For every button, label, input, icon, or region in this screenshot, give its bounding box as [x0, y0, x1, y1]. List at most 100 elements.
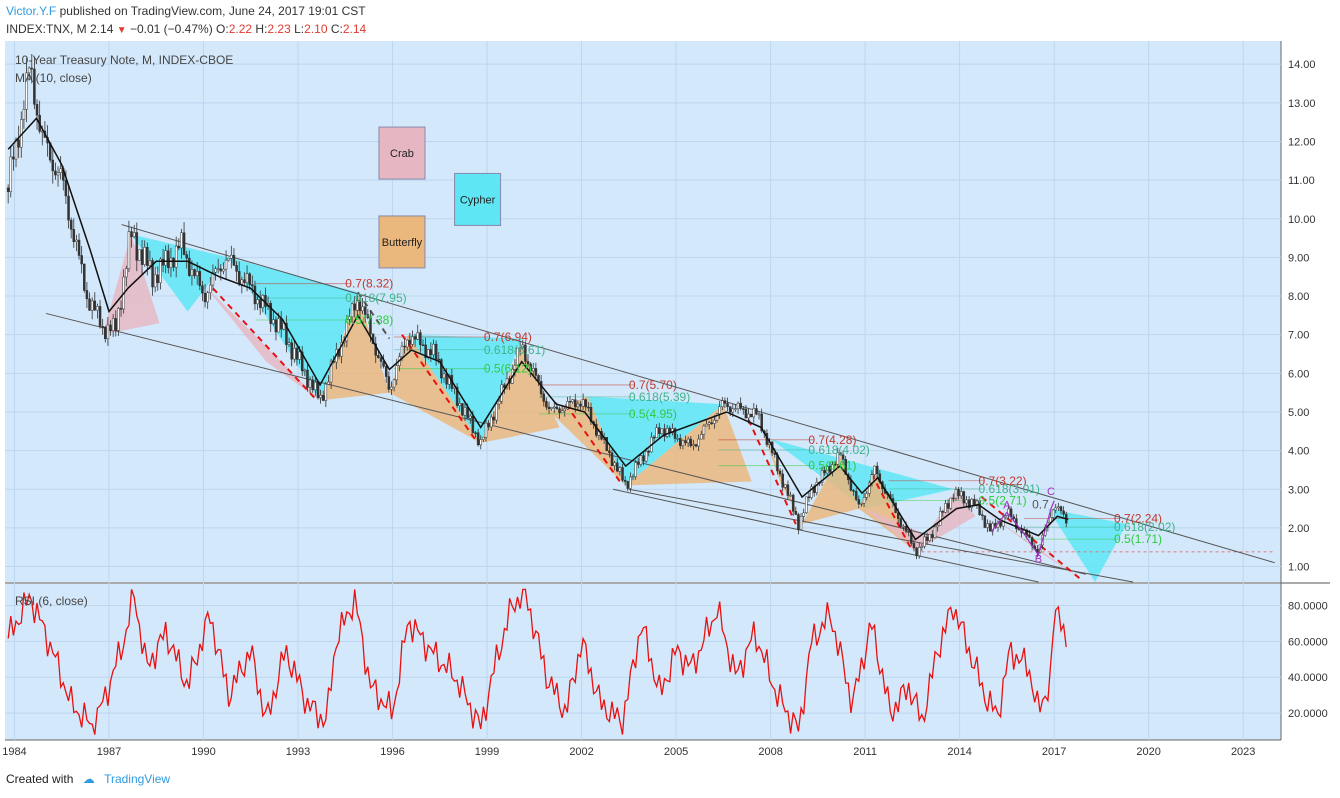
open-value: 2.22 — [228, 22, 253, 36]
fib-label: 0.5(6.12) — [484, 362, 532, 376]
time-tick-label: 2005 — [664, 746, 688, 758]
candle-body — [146, 246, 149, 266]
candle-body — [844, 459, 847, 475]
candle-body — [642, 455, 645, 462]
candle-body — [455, 386, 459, 406]
candle-body — [384, 366, 388, 377]
candle-body — [224, 259, 228, 270]
candle-body — [72, 229, 76, 242]
time-tick-label: 1993 — [286, 746, 310, 758]
candle-body — [917, 547, 921, 557]
rsi-legend: RSI (6, close) — [15, 594, 88, 608]
candle-body — [862, 497, 866, 504]
candle-body — [839, 452, 842, 456]
candle-body — [860, 502, 863, 505]
candle-body — [757, 413, 761, 416]
candle-body — [96, 306, 99, 311]
low-value: 2.10 — [304, 22, 328, 36]
down-arrow-icon: ▼ — [116, 25, 127, 36]
candle-body — [723, 400, 727, 404]
fib-labels: 0.7(8.32)0.618(7.95)0.5(7.38)0.7(6.94)0.… — [345, 277, 1175, 546]
dashed-trend-line — [357, 291, 391, 340]
candle-body — [382, 361, 385, 367]
high-value: 2.23 — [267, 22, 291, 36]
created-with-text: Created with — [6, 772, 74, 786]
candle-body — [319, 395, 322, 398]
fib-label: 0.7(5.70) — [629, 378, 677, 392]
rsi-axis-labels: 80.0000 60.0000 40.0000 20.0000 — [1288, 601, 1328, 721]
candle-body — [973, 498, 976, 505]
candle-body — [369, 317, 372, 335]
high-label: H: — [255, 22, 268, 36]
candle-body — [637, 462, 640, 465]
candle-body — [655, 427, 658, 438]
candle-body — [156, 274, 160, 284]
candle-body — [571, 399, 574, 403]
candle-body — [253, 285, 257, 305]
wave-label: B — [1035, 554, 1042, 566]
price-tick-label: 4.00 — [1288, 446, 1309, 458]
candle-body — [111, 318, 115, 332]
candle-body — [949, 497, 952, 509]
pattern-triangle — [131, 234, 229, 312]
candle-body — [545, 401, 548, 408]
candle-body — [321, 395, 325, 401]
candle-body — [547, 406, 551, 409]
candle-body — [1049, 517, 1052, 523]
candle-body — [1012, 516, 1015, 519]
candle-body — [235, 265, 238, 272]
candle-body — [589, 407, 593, 422]
fib-label: 0.618(3.01) — [979, 482, 1040, 496]
fib-label: 0.5(1.71) — [1114, 532, 1162, 546]
candle-body — [631, 476, 635, 479]
candle-body — [203, 292, 207, 303]
candle-body — [986, 523, 989, 528]
candle-body — [285, 322, 288, 345]
candle-body — [970, 498, 973, 508]
rsi-tick-label: 80.0000 — [1288, 601, 1328, 613]
candle-body — [227, 257, 230, 261]
candle-body — [251, 284, 254, 287]
close-value: 2.14 — [342, 22, 367, 36]
candle-body — [482, 437, 485, 440]
candle-body — [167, 250, 170, 269]
abc-wave-path — [990, 500, 1055, 557]
candle-body — [658, 427, 661, 434]
candle-body — [306, 369, 309, 388]
candle-body — [749, 413, 753, 418]
candle-body — [524, 344, 527, 362]
candle-body — [140, 249, 144, 265]
candle-body — [279, 318, 283, 330]
candle-body — [581, 399, 585, 407]
candle-body — [264, 295, 267, 307]
candle-body — [978, 500, 981, 515]
candle-body — [424, 344, 427, 358]
last-price: 2.14 — [90, 22, 114, 36]
candle-body — [755, 408, 758, 415]
candle-body — [652, 436, 656, 439]
chart-area[interactable]: 0.7(8.32)0.618(7.95)0.5(7.38)0.7(6.94)0.… — [0, 40, 1340, 770]
candle-body — [904, 526, 908, 532]
price-tick-label: 1.00 — [1288, 562, 1309, 574]
candle-body — [707, 422, 711, 425]
candle-body — [584, 399, 588, 408]
candle-body — [752, 408, 756, 418]
candle-body — [705, 423, 708, 427]
candle-body — [673, 428, 677, 439]
author-link[interactable]: Victor.Y.F — [6, 4, 57, 18]
candle-body — [56, 172, 60, 176]
candle-body — [797, 514, 800, 530]
candle-body — [125, 268, 128, 278]
time-tick-label: 1984 — [2, 746, 26, 758]
tradingview-logo-icon: ☁ — [82, 772, 95, 786]
candle-body — [468, 415, 472, 419]
pattern-triangle — [203, 284, 321, 401]
candle-body — [88, 298, 91, 311]
tradingview-brand-link[interactable]: TradingView — [104, 772, 171, 786]
fib-label: 0.7(2.24) — [1114, 512, 1162, 526]
candle-body — [728, 406, 732, 413]
candle-body — [395, 365, 398, 381]
channel-line — [45, 312, 1086, 575]
fib-label: 0.618(7.95) — [345, 291, 406, 305]
candle-body — [421, 344, 425, 347]
